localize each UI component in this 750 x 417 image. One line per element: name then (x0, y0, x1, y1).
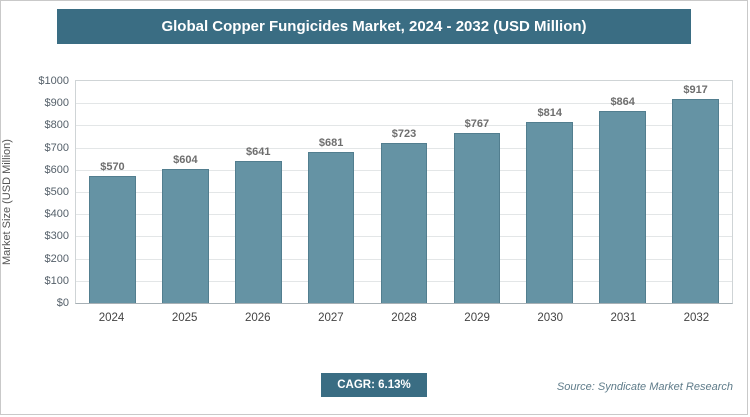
y-tick-label-700: $700 (44, 141, 69, 154)
bar-slot-2024: $570 (76, 81, 149, 303)
bar-slot-2028: $723 (368, 81, 441, 303)
bar-2027 (307, 151, 355, 303)
bars-container: $570 $604 $641 $681 $723 $767 $814 $864 $917 (76, 81, 732, 303)
bar-value-label-2025: $604 (173, 153, 198, 166)
plot-region: $0 $100 $200 $300 $400 $500 $600 $700 $800 $900 $1… (25, 75, 747, 324)
bar-value-label-2028: $723 (391, 127, 417, 140)
y-tick-label-300: $300 (44, 230, 69, 243)
x-axis: 2024 2025 2026 2027 2028 2029 2030 2031 2032 (75, 312, 733, 324)
y-tick-label-0: $0 (56, 297, 69, 309)
x-tick-label-2026: 2026 (244, 312, 271, 324)
gridline-900 (76, 103, 732, 105)
bar-2024 (89, 176, 136, 303)
source-text: Source: Syndicate Market Research (556, 381, 733, 393)
bar-2025 (162, 168, 209, 303)
bar-slot-2031: $864 (586, 81, 659, 303)
bar-slot-2026: $641 (222, 81, 295, 303)
bar-2029 (453, 132, 501, 303)
bar-2032 (672, 99, 719, 303)
bar-slot-2027: $681 (295, 81, 368, 303)
bar-value-label-2030: $814 (537, 107, 563, 120)
bar-value-label-2027: $681 (318, 136, 344, 149)
y-tick-label-1000: $1000 (38, 75, 69, 87)
bar-value-label-2032: $917 (683, 84, 708, 97)
y-tick-label-400: $400 (44, 208, 69, 221)
bar-value-label-2024: $570 (100, 161, 125, 174)
y-tick-label-500: $500 (44, 186, 69, 198)
bar-slot-2025: $604 (149, 81, 222, 303)
y-tick-label-900: $900 (44, 97, 69, 110)
x-tick-label-2029: 2029 (464, 312, 490, 324)
x-tick-label-2025: 2025 (171, 312, 198, 324)
x-tick-label-2030: 2030 (537, 312, 563, 324)
x-tick-label-2027: 2027 (318, 312, 344, 324)
chart-title-banner: Global Copper Fungicides Market, 2024 - … (57, 9, 691, 44)
bar-slot-2030: $814 (513, 81, 586, 303)
cagr-badge: CAGR: 6.13% (321, 373, 427, 397)
x-tick-label-2024: 2024 (98, 312, 125, 324)
y-tick-label-100: $100 (44, 274, 69, 287)
bar-2028 (380, 142, 428, 303)
y-tick-label-800: $800 (44, 119, 69, 132)
chart-area: Market Size (USD Million) $0 $100 $200 $300… (1, 75, 747, 324)
footer: CAGR: 6.13% Source: Syndicate Market Res… (1, 373, 747, 403)
y-axis-title: Market Size (USD Million) (1, 139, 13, 265)
bar-2031 (599, 111, 646, 303)
bar-slot-2029: $767 (440, 81, 513, 303)
bar-value-label-2031: $864 (610, 96, 635, 109)
bar-2026 (234, 160, 282, 303)
bar-value-label-2029: $767 (464, 117, 490, 130)
x-tick-label-2032: 2032 (683, 312, 710, 324)
chart-title: Global Copper Fungicides Market, 2024 - … (161, 18, 587, 35)
y-tick-label-600: $600 (44, 163, 69, 176)
bar-value-label-2026: $641 (245, 145, 271, 158)
x-tick-label-2031: 2031 (610, 312, 637, 324)
y-tick-label-200: $200 (44, 252, 69, 265)
bar-2030 (526, 122, 574, 303)
cagr-label: CAGR: 6.13% (337, 379, 411, 391)
bar-slot-2032: $917 (659, 81, 732, 303)
gridline-800 (76, 125, 732, 127)
x-tick-label-2028: 2028 (391, 312, 417, 324)
plot-area: $0 $100 $200 $300 $400 $500 $600 $700 $800 $900 $1… (38, 75, 733, 309)
